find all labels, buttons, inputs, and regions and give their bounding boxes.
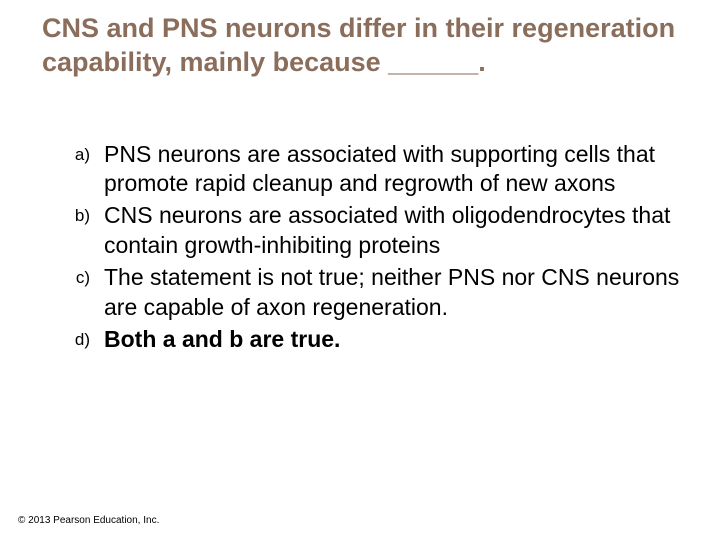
option-text: CNS neurons are associated with oligoden… [104, 201, 700, 261]
option-d: d) Both a and b are true. [60, 325, 700, 355]
option-b: b) CNS neurons are associated with oligo… [60, 201, 700, 261]
option-text: PNS neurons are associated with supporti… [104, 140, 700, 200]
copyright-text: © 2013 Pearson Education, Inc. [18, 515, 159, 526]
options-list: a) PNS neurons are associated with suppo… [0, 80, 720, 355]
option-text: The statement is not true; neither PNS n… [104, 263, 700, 323]
option-marker: a) [60, 140, 104, 165]
option-marker: c) [60, 263, 104, 288]
option-a: a) PNS neurons are associated with suppo… [60, 140, 700, 200]
option-text: Both a and b are true. [104, 325, 700, 355]
option-c: c) The statement is not true; neither PN… [60, 263, 700, 323]
option-marker: b) [60, 201, 104, 226]
option-marker: d) [60, 325, 104, 350]
question-heading: CNS and PNS neurons differ in their rege… [0, 0, 720, 80]
